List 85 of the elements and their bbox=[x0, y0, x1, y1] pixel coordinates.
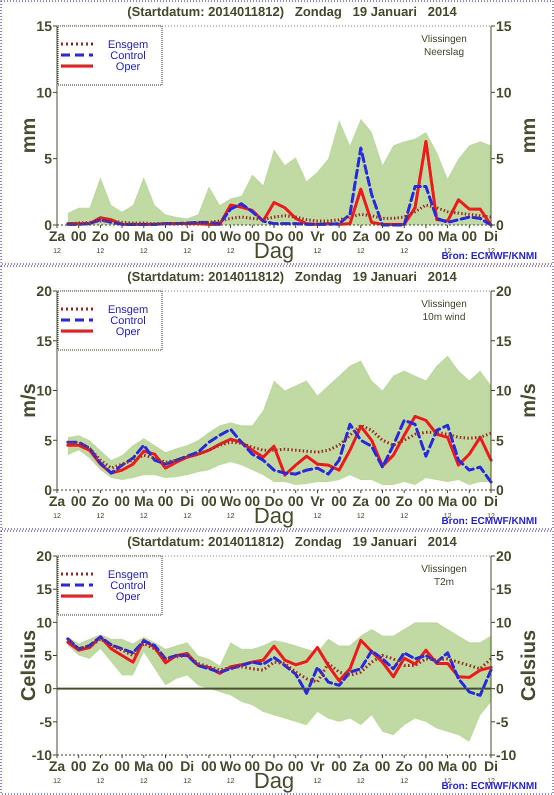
x-tick-label: 00 bbox=[201, 758, 217, 774]
y-tick-label: -5 bbox=[40, 714, 52, 730]
y2-tick-label: 20 bbox=[496, 548, 512, 564]
x-tick-label: 00 bbox=[201, 228, 217, 244]
y-tick-label: 15 bbox=[36, 332, 52, 349]
y-tick-label: 5 bbox=[44, 432, 52, 448]
y-tick-label: 10 bbox=[36, 614, 52, 630]
x-tick-label: 00 bbox=[418, 228, 434, 244]
y-tick-label: 15 bbox=[36, 581, 52, 598]
x-tick-label: 00 bbox=[374, 493, 390, 509]
annotation: 10m wind bbox=[422, 312, 466, 323]
y-tick-label: 10 bbox=[36, 84, 52, 100]
legend-label: Ensgem bbox=[108, 304, 148, 316]
legend-label: Ensgem bbox=[108, 39, 148, 51]
y2-axis-title: mm bbox=[518, 118, 540, 154]
line-series bbox=[66, 635, 492, 697]
x-tick-label: 00 bbox=[331, 493, 348, 509]
x-tick-label: Do bbox=[264, 758, 284, 774]
x-tick-label: 00 bbox=[70, 493, 87, 509]
x-tick-label: 00 bbox=[331, 228, 348, 244]
y2-tick-label: 0 bbox=[496, 680, 504, 697]
legend-label: Oper bbox=[116, 61, 141, 73]
chart-title: (Startdatum: 2014011812) Zondag 19 Januari 2014 bbox=[127, 534, 458, 549]
y2-tick-label: 0 bbox=[496, 482, 504, 498]
x-tick-label: 00 bbox=[201, 493, 217, 509]
x-tick-label: 00 bbox=[114, 758, 130, 774]
y-tick-label: 15 bbox=[36, 18, 52, 34]
legend-label: Control bbox=[110, 580, 146, 592]
y2-tick-label: 15 bbox=[496, 581, 512, 598]
annotation: Vlissingen bbox=[421, 564, 467, 575]
y2-tick-label: 5 bbox=[496, 150, 504, 167]
y-tick-label: 5 bbox=[44, 648, 52, 664]
annotation: T2m bbox=[434, 577, 454, 588]
y2-tick-label: 10 bbox=[496, 84, 512, 100]
y-tick-label: 20 bbox=[36, 548, 52, 564]
y2-tick-label: 5 bbox=[496, 648, 504, 664]
y2-tick-label: 20 bbox=[496, 283, 512, 299]
x-tick-label: 00 bbox=[288, 493, 304, 509]
x-tick-label: 00 bbox=[331, 758, 348, 774]
line-series bbox=[66, 204, 492, 226]
annotation: Neerslag bbox=[424, 47, 464, 58]
chart-title: (Startdatum: 2014011812) Zondag 19 Januari 2014 bbox=[127, 4, 458, 19]
y2-axis-title: m/s bbox=[518, 383, 540, 418]
x-tick-label: Do bbox=[264, 493, 284, 509]
y-tick-label: 5 bbox=[44, 150, 52, 167]
annotation: Vlissingen bbox=[421, 34, 467, 45]
legend-label: Oper bbox=[116, 591, 141, 603]
x-tick-label: 00 bbox=[114, 493, 130, 509]
line-series bbox=[66, 424, 492, 470]
x-tick-label: 00 bbox=[70, 758, 87, 774]
legend-label: Ensgem bbox=[108, 569, 148, 581]
y2-tick-label: -5 bbox=[496, 714, 509, 730]
y2-tick-label: 10 bbox=[496, 382, 512, 398]
y-axis-title: mm bbox=[18, 118, 40, 154]
x-tick-label: 00 bbox=[288, 228, 304, 244]
x-tick-label: Do bbox=[264, 228, 284, 244]
y2-tick-label: -10 bbox=[496, 747, 516, 763]
y-tick-label: 0 bbox=[44, 680, 52, 697]
x-tick-label: 00 bbox=[374, 228, 390, 244]
x-tick-label: 00 bbox=[288, 758, 304, 774]
chart-title: (Startdatum: 2014011812) Zondag 19 Januari 2014 bbox=[127, 269, 458, 284]
annotation: Vlissingen bbox=[421, 299, 467, 310]
y2-tick-label: 10 bbox=[496, 614, 512, 630]
y-axis-title: Celsius bbox=[18, 630, 40, 702]
y2-tick-label: 5 bbox=[496, 432, 504, 448]
legend-label: Control bbox=[110, 50, 146, 62]
legend-label: Oper bbox=[116, 326, 141, 338]
x-tick-label: 00 bbox=[418, 493, 434, 509]
x-tick-label: 00 bbox=[70, 228, 87, 244]
y-tick-label: 20 bbox=[36, 283, 52, 299]
x-tick-label: 00 bbox=[462, 228, 478, 244]
y2-tick-label: 15 bbox=[496, 18, 512, 34]
x-tick-label: 00 bbox=[158, 493, 174, 509]
y2-tick-label: 15 bbox=[496, 332, 512, 349]
x-tick-label: 00 bbox=[158, 758, 174, 774]
x-tick-label: 00 bbox=[158, 228, 174, 244]
legend-label: Control bbox=[110, 315, 146, 327]
x-tick-label: 00 bbox=[418, 758, 434, 774]
x-tick-label: 00 bbox=[374, 758, 390, 774]
x-tick-label: 00 bbox=[114, 228, 130, 244]
line-series bbox=[66, 418, 492, 484]
y2-axis-title: Celsius bbox=[518, 630, 540, 702]
x-tick-label: 00 bbox=[462, 493, 478, 509]
x-tick-label: 00 bbox=[462, 758, 478, 774]
y2-tick-label: 0 bbox=[496, 217, 504, 233]
